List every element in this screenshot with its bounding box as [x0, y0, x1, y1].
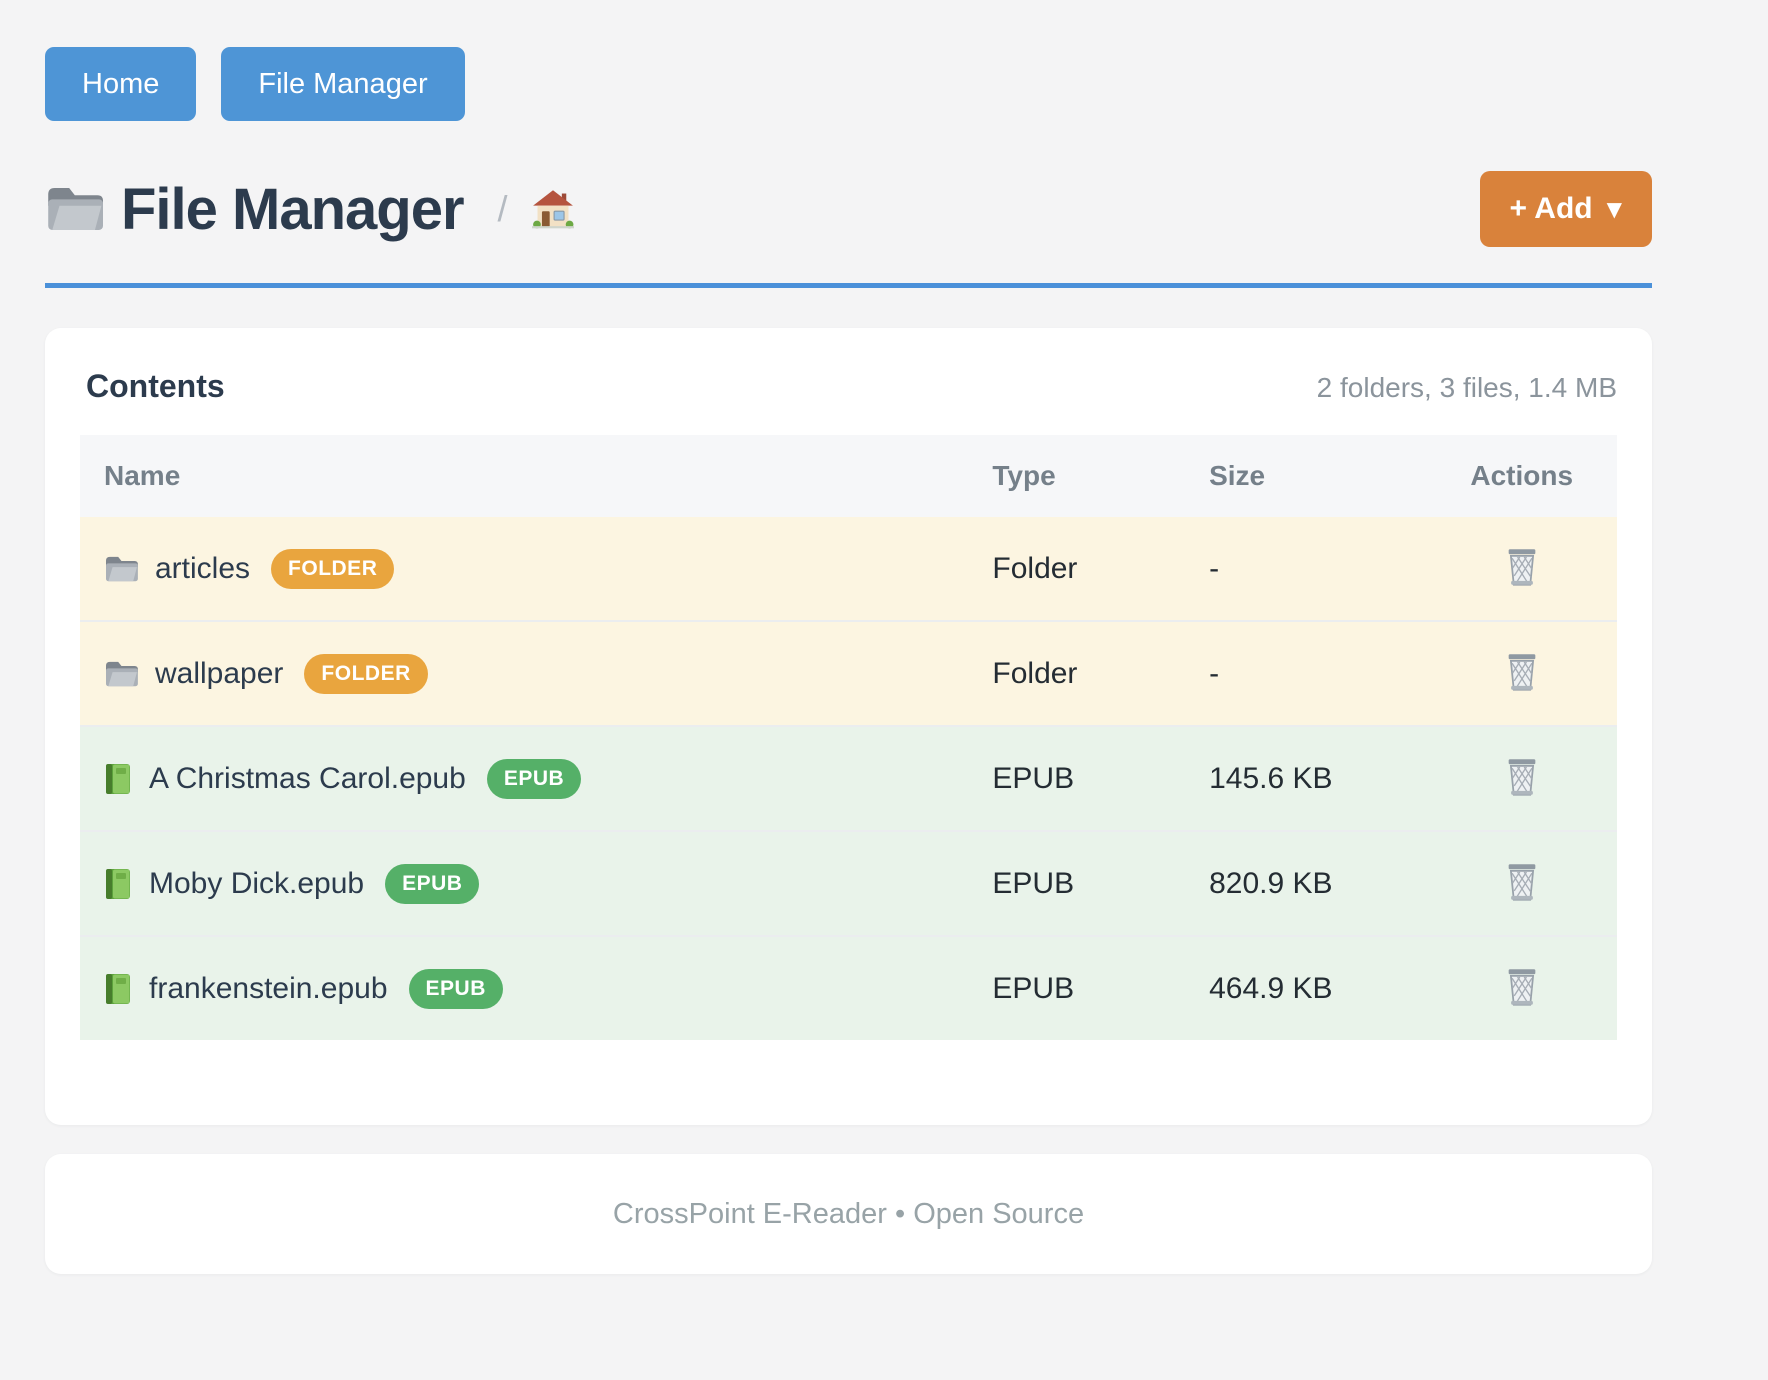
column-header-type: Type	[968, 435, 1186, 517]
column-header-name: Name	[80, 435, 969, 517]
size-cell: 145.6 KB	[1185, 725, 1427, 831]
file-name-link[interactable]: Moby Dick.epub	[149, 866, 365, 900]
folder-icon	[45, 183, 103, 235]
file-name-link[interactable]: A Christmas Carol.epub	[149, 761, 466, 795]
name-cell: articles FOLDER	[80, 517, 969, 621]
folder-icon	[104, 659, 138, 689]
actions-cell	[1426, 620, 1617, 726]
actions-cell	[1426, 517, 1617, 621]
size-cell: 820.9 KB	[1185, 830, 1427, 936]
contents-card: Contents 2 folders, 3 files, 1.4 MB Name…	[45, 328, 1652, 1125]
folder-name-link[interactable]: wallpaper	[155, 656, 284, 690]
page-header: File Manager / + Add ▼	[45, 171, 1652, 247]
card-header: Contents 2 folders, 3 files, 1.4 MB	[80, 368, 1617, 405]
table-row: articles FOLDER Folder -	[80, 517, 1617, 621]
type-badge: EPUB	[486, 758, 582, 799]
wastebasket-icon	[1505, 862, 1539, 902]
table-row: A Christmas Carol.epub EPUB EPUB 145.6 KB	[80, 725, 1617, 831]
name-cell: wallpaper FOLDER	[80, 620, 969, 726]
epub-book-icon	[104, 763, 132, 795]
wastebasket-icon	[1505, 652, 1539, 692]
size-cell: 464.9 KB	[1185, 935, 1427, 1040]
type-cell: Folder	[968, 517, 1186, 621]
file-table-body: articles FOLDER Folder - wallpaper FOLDER Fol…	[80, 517, 1617, 1040]
house-icon[interactable]	[526, 189, 574, 229]
home-button[interactable]: Home	[45, 47, 197, 121]
actions-cell	[1426, 935, 1617, 1040]
folder-name-link[interactable]: articles	[155, 551, 251, 585]
footer: CrossPoint E-Reader • Open Source	[45, 1154, 1652, 1274]
table-row: wallpaper FOLDER Folder -	[80, 620, 1617, 726]
contents-heading: Contents	[86, 368, 225, 404]
actions-cell	[1426, 830, 1617, 936]
breadcrumb-separator: /	[497, 188, 508, 229]
epub-book-icon	[104, 973, 132, 1005]
column-header-actions: Actions	[1426, 435, 1617, 517]
name-cell: frankenstein.epub EPUB	[80, 935, 969, 1040]
file-manager-button[interactable]: File Manager	[221, 47, 465, 121]
delete-button[interactable]	[1501, 858, 1543, 906]
delete-button[interactable]	[1501, 543, 1543, 591]
name-cell: A Christmas Carol.epub EPUB	[80, 725, 969, 831]
folder-icon	[104, 554, 138, 584]
contents-summary: 2 folders, 3 files, 1.4 MB	[1316, 372, 1617, 403]
delete-button[interactable]	[1501, 648, 1543, 696]
wastebasket-icon	[1505, 547, 1539, 587]
add-button[interactable]: + Add ▼	[1479, 171, 1652, 247]
size-cell: -	[1185, 620, 1427, 726]
name-cell: Moby Dick.epub EPUB	[80, 830, 969, 936]
top-nav: Home File Manager	[45, 0, 1652, 121]
epub-book-icon	[104, 868, 132, 900]
column-header-size: Size	[1185, 435, 1427, 517]
table-row: frankenstein.epub EPUB EPUB 464.9 KB	[80, 935, 1617, 1040]
footer-text: CrossPoint E-Reader • Open Source	[612, 1197, 1085, 1230]
delete-button[interactable]	[1501, 753, 1543, 801]
type-cell: Folder	[968, 620, 1186, 726]
delete-button[interactable]	[1501, 963, 1543, 1011]
file-name-link[interactable]: frankenstein.epub	[149, 971, 388, 1005]
type-badge: FOLDER	[304, 653, 428, 694]
add-button-label: + Add	[1509, 192, 1593, 225]
page: Home File Manager File Manager / + Add ▼…	[45, 0, 1652, 1274]
type-badge: EPUB	[408, 968, 503, 1009]
type-badge: EPUB	[385, 863, 480, 904]
page-title: File Manager	[121, 176, 465, 242]
chevron-down-icon: ▼	[1606, 197, 1622, 221]
actions-cell	[1426, 725, 1617, 831]
file-table: Name Type Size Actions articles FOLDER Folder…	[80, 435, 1617, 1040]
title-divider	[45, 283, 1652, 288]
title-group: File Manager /	[45, 176, 574, 243]
wastebasket-icon	[1505, 757, 1539, 797]
table-header-row: Name Type Size Actions	[80, 435, 1617, 517]
table-row: Moby Dick.epub EPUB EPUB 820.9 KB	[80, 830, 1617, 936]
type-cell: EPUB	[968, 830, 1186, 936]
size-cell: -	[1185, 517, 1427, 621]
type-badge: FOLDER	[271, 548, 395, 589]
wastebasket-icon	[1505, 967, 1539, 1007]
type-cell: EPUB	[968, 935, 1186, 1040]
type-cell: EPUB	[968, 725, 1186, 831]
